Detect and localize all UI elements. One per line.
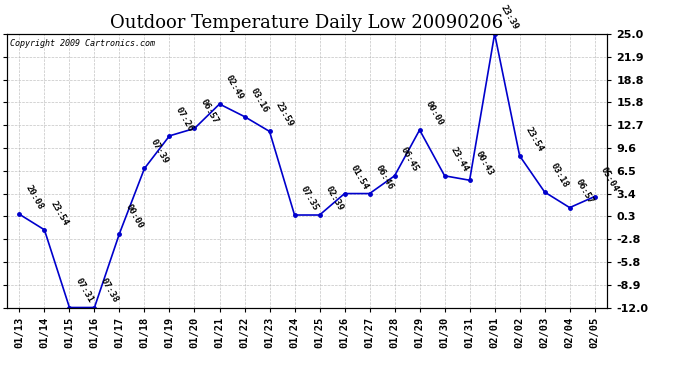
Text: 23:54: 23:54 — [48, 199, 70, 227]
Text: 07:35: 07:35 — [299, 184, 320, 212]
Text: 03:18: 03:18 — [549, 162, 570, 189]
Text: 23:39: 23:39 — [499, 3, 520, 31]
Text: 03:16: 03:16 — [248, 86, 270, 114]
Text: 06:45: 06:45 — [399, 145, 420, 173]
Text: 23:59: 23:59 — [274, 101, 295, 129]
Text: 06:57: 06:57 — [574, 177, 595, 205]
Text: 06:46: 06:46 — [374, 163, 395, 191]
Text: 00:00: 00:00 — [424, 99, 445, 127]
Text: 01:54: 01:54 — [348, 163, 370, 191]
Text: 05:04: 05:04 — [599, 166, 620, 194]
Text: 07:26: 07:26 — [174, 105, 195, 133]
Text: 07:31: 07:31 — [74, 277, 95, 305]
Text: 07:39: 07:39 — [148, 138, 170, 166]
Text: 07:38: 07:38 — [99, 277, 120, 305]
Text: 00:00: 00:00 — [124, 203, 145, 231]
Title: Outdoor Temperature Daily Low 20090206: Outdoor Temperature Daily Low 20090206 — [110, 14, 504, 32]
Text: 06:57: 06:57 — [199, 98, 220, 126]
Text: 02:49: 02:49 — [224, 74, 245, 101]
Text: 02:39: 02:39 — [324, 184, 345, 212]
Text: 20:08: 20:08 — [23, 184, 45, 211]
Text: 23:44: 23:44 — [448, 145, 470, 173]
Text: Copyright 2009 Cartronics.com: Copyright 2009 Cartronics.com — [10, 39, 155, 48]
Text: 00:43: 00:43 — [474, 150, 495, 177]
Text: 23:54: 23:54 — [524, 125, 545, 153]
